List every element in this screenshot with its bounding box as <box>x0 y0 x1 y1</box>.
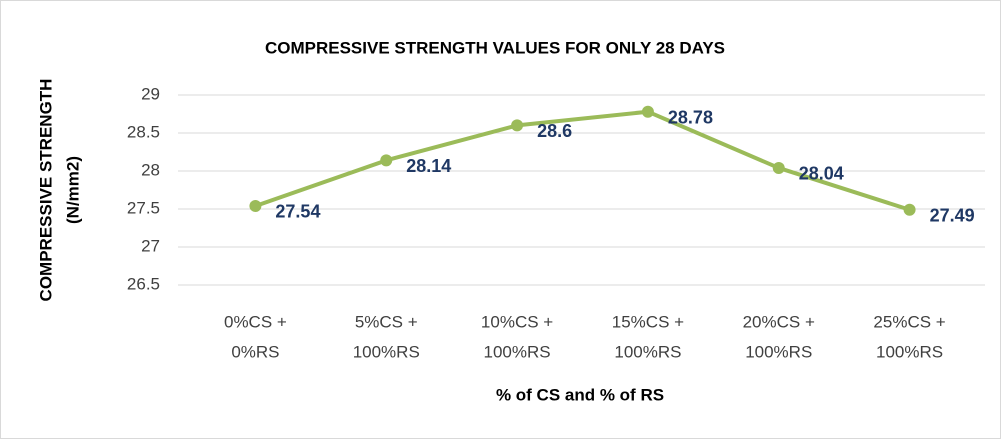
x-axis-title: % of CS and % of RS <box>496 385 664 404</box>
line <box>254 109 911 212</box>
x-tick-label: 0%RS <box>231 342 279 361</box>
data-label: 28.6 <box>537 121 572 141</box>
x-tick-label: 100%RS <box>353 342 420 361</box>
x-tick-label: 100%RS <box>484 342 551 361</box>
y-tick-label: 28 <box>141 160 160 179</box>
marker <box>903 203 916 216</box>
x-tick-label: 10%CS + <box>481 312 553 331</box>
data-label: 27.49 <box>930 206 975 226</box>
chart-title: COMPRESSIVE STRENGTH VALUES FOR ONLY 28 … <box>265 38 725 57</box>
marker <box>641 105 654 118</box>
y-tick-label: 26.5 <box>127 274 160 293</box>
x-tick-label: 0%CS + <box>224 312 287 331</box>
x-tick-label: 25%CS + <box>873 312 945 331</box>
y-axis-title-line: (N/mm2) <box>63 156 82 224</box>
y-tick-label: 27.5 <box>127 198 160 217</box>
y-axis-title: COMPRESSIVE STRENGTH (N/mm2) <box>36 79 82 302</box>
data-label: 27.54 <box>275 202 320 222</box>
x-tick-label: 15%CS + <box>612 312 684 331</box>
x-tick-label: 20%CS + <box>743 312 815 331</box>
marker <box>772 161 785 174</box>
y-tick-label: 28.5 <box>127 122 160 141</box>
data-label: 28.04 <box>799 164 844 184</box>
x-tick-label: 100%RS <box>876 342 943 361</box>
marker <box>249 199 262 212</box>
data-label: 28.78 <box>668 107 713 127</box>
marker <box>380 154 393 167</box>
data-label: 28.14 <box>406 156 451 176</box>
x-tick-label: 5%CS + <box>355 312 418 331</box>
y-tick-label: 29 <box>141 84 160 103</box>
x-tick-label: 100%RS <box>614 342 681 361</box>
marker <box>511 119 524 132</box>
y-axis-title-line: COMPRESSIVE STRENGTH <box>36 79 55 302</box>
x-tick-label: 100%RS <box>745 342 812 361</box>
y-tick-label: 27 <box>141 236 160 255</box>
